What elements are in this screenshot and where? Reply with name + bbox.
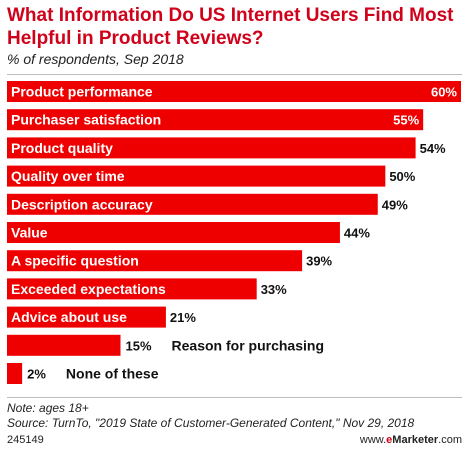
value-label: 15% [126,338,152,353]
category-label: Purchaser satisfaction [11,112,161,128]
bar-1 [7,109,424,131]
category-label: Description accuracy [11,196,153,212]
bar-chart: Product performance 60% Purchaser satisfac… [7,81,461,384]
bar-3 [7,165,386,187]
chart-note: Note: ages 18+ [7,401,89,415]
value-label: 49% [382,197,408,212]
bar-6 [7,250,303,272]
bar-0 [7,81,461,102]
value-label: 55% [393,113,419,128]
chart-title: What Information Do US Internet Users Fi… [7,5,454,49]
top-divider [7,74,462,75]
category-label: Value [11,225,48,241]
value-label: 50% [389,169,415,184]
value-label: 54% [420,141,446,156]
brand-link[interactable]: www.eMarketer.com [360,434,462,446]
category-label: Advice about use [11,309,127,325]
value-label: 44% [344,226,370,241]
chart-source: Source: TurnTo, "2019 State of Customer-… [7,416,415,430]
category-label: Reason for purchasing [172,337,324,353]
brand-e: e [386,434,393,446]
brand-prefix: www. [359,434,387,446]
category-label: Product performance [11,84,153,100]
category-label: Quality over time [11,168,125,184]
bar-5 [7,222,340,243]
bar-10 [7,363,23,384]
bar-2 [7,137,416,159]
category-label: A specific question [11,253,139,269]
chart-subtitle: % of respondents, Sep 2018 [7,51,184,67]
value-label: 60% [431,85,457,100]
value-label: 33% [261,282,287,297]
bar-4 [7,193,378,215]
bar-9 [7,334,121,356]
chart-id: 245149 [7,434,44,446]
bottom-divider [7,397,462,398]
value-label: 39% [306,254,332,269]
bar-8 [7,306,166,328]
value-label: 21% [170,310,196,325]
bar-7 [7,278,257,300]
value-label: 2% [27,367,46,382]
category-label: Exceeded expectations [11,281,166,297]
category-label: None of these [66,366,159,382]
brand-suffix: .com [438,434,462,446]
category-label: Product quality [11,140,113,156]
brand-name: Marketer [392,434,439,446]
